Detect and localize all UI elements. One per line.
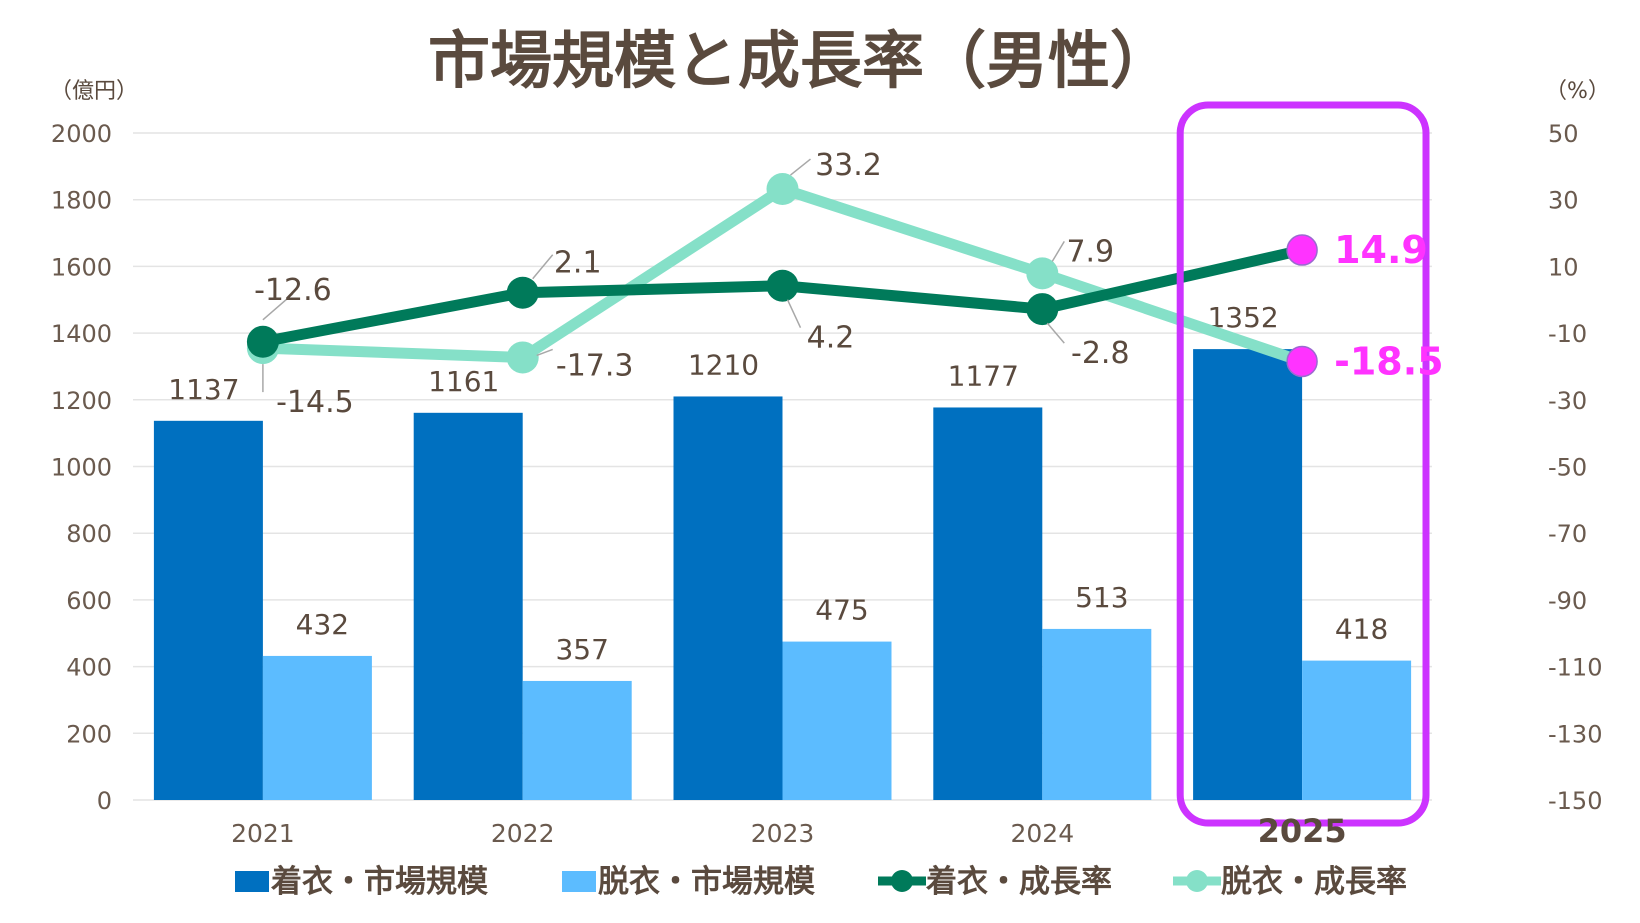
label-leader-line xyxy=(786,299,802,329)
x-tick-label: 2021 xyxy=(231,819,295,848)
legend-swatch xyxy=(562,871,596,892)
bar-datsui xyxy=(1042,628,1152,800)
right-tick-label: -50 xyxy=(1548,454,1587,482)
left-tick-label: 800 xyxy=(66,520,112,548)
right-tick-label: -30 xyxy=(1548,387,1587,415)
right-tick-label: -10 xyxy=(1548,320,1587,348)
left-tick-label: 2000 xyxy=(51,120,112,148)
label-leader-line xyxy=(1051,241,1065,262)
line-data-label: -14.5 xyxy=(276,385,354,420)
line-data-label: 33.2 xyxy=(815,148,882,183)
highlight-point xyxy=(1286,234,1318,266)
highlight-line-label: -18.5 xyxy=(1334,339,1444,383)
bar-chakui xyxy=(673,396,783,800)
highlight-point xyxy=(1286,345,1318,378)
chart-title: 市場規模と成長率（男性） xyxy=(428,24,1172,97)
right-tick-label: 10 xyxy=(1548,253,1579,281)
label-leader-line xyxy=(1046,322,1065,344)
left-tick-label: 1800 xyxy=(51,187,112,215)
left-tick-label: 1000 xyxy=(51,454,112,482)
legend-label: 脱衣・市場規模 xyxy=(598,864,815,900)
bar-data-label: 1161 xyxy=(428,365,499,398)
line-data-label: 2.1 xyxy=(554,246,602,281)
left-tick-label: 1600 xyxy=(51,253,112,281)
legend: 着衣・市場規模 脱衣・市場規模 着衣・成長率 脱衣・成長率 xyxy=(235,864,1407,900)
label-leader-line xyxy=(262,293,294,321)
x-tick-label: 2025 xyxy=(1258,812,1347,850)
highlight-layer: 14.9 -18.5 xyxy=(1176,101,1444,827)
series-point xyxy=(246,325,279,358)
left-tick-label: 1200 xyxy=(51,387,112,415)
right-tick-label: -110 xyxy=(1548,654,1602,682)
x-tick-label: 2022 xyxy=(491,819,555,848)
bar-data-label: 432 xyxy=(296,608,349,641)
bar-data-label: 475 xyxy=(815,594,868,627)
legend-label: 脱衣・成長率 xyxy=(1221,864,1407,900)
bar-chakui xyxy=(153,420,263,800)
right-tick-label: 50 xyxy=(1548,120,1579,148)
x-axis-ticks: 2021 2022 2023 2024 2025 xyxy=(231,812,1347,850)
right-axis-ticks: -150 -130 -110 -90 -70 -50 -30 -10 10 30 50 xyxy=(1548,120,1602,815)
bar-datsui xyxy=(1302,660,1412,800)
left-tick-label: 600 xyxy=(66,587,112,615)
right-tick-label: 30 xyxy=(1548,187,1579,215)
series-point xyxy=(766,269,799,302)
bar-datsui xyxy=(782,641,892,800)
legend-marker xyxy=(891,870,913,892)
bar-data-label: 1137 xyxy=(168,373,239,406)
label-leader-line xyxy=(532,254,554,280)
line-data-label: 4.2 xyxy=(807,321,855,356)
bar-data-label: 418 xyxy=(1335,613,1388,646)
bar-data-label: 357 xyxy=(555,633,608,666)
line-data-label: -2.8 xyxy=(1071,336,1130,371)
left-tick-label: 0 xyxy=(97,787,112,815)
series-point xyxy=(766,173,799,206)
left-tick-label: 400 xyxy=(66,654,112,682)
bar-datsui xyxy=(522,680,632,800)
right-tick-label: -130 xyxy=(1548,720,1602,748)
legend-marker xyxy=(1186,870,1208,892)
highlight-line-label: 14.9 xyxy=(1334,228,1428,272)
bar-datsui xyxy=(262,655,372,800)
bar-chakui xyxy=(1193,349,1303,800)
line-data-label: 7.9 xyxy=(1066,234,1114,269)
left-tick-label: 1400 xyxy=(51,320,112,348)
line-layer: -12.6 2.1 4.2 -2.8 -14.5 -17.3 33.2 7.9 xyxy=(246,148,1308,420)
left-tick-label: 200 xyxy=(66,720,112,748)
line-data-label: -17.3 xyxy=(556,348,634,383)
left-axis-unit: （億円） xyxy=(50,79,138,104)
bar-chakui xyxy=(413,412,523,800)
right-tick-label: -90 xyxy=(1548,587,1587,615)
legend-swatch xyxy=(235,871,269,892)
series-point xyxy=(1026,293,1059,326)
label-leader-line xyxy=(536,348,553,357)
bar-data-label: 1210 xyxy=(688,348,759,381)
bar-data-label: 513 xyxy=(1075,581,1128,614)
bar-data-label: 1177 xyxy=(948,359,1019,392)
legend-label: 着衣・成長率 xyxy=(925,864,1112,900)
right-axis-unit: （%） xyxy=(1545,79,1610,104)
series-point xyxy=(506,341,539,374)
series-point xyxy=(1026,257,1059,290)
line-data-label: -12.6 xyxy=(254,273,332,308)
right-tick-label: -150 xyxy=(1548,787,1602,815)
label-leader-line xyxy=(790,158,811,176)
legend-label: 着衣・市場規模 xyxy=(270,864,488,900)
x-tick-label: 2024 xyxy=(1010,819,1074,848)
right-tick-label: -70 xyxy=(1548,520,1587,548)
left-axis-ticks: 0 200 400 600 800 1000 1200 1400 1600 1800 2000 xyxy=(51,120,112,815)
x-tick-label: 2023 xyxy=(751,819,815,848)
highlight-box xyxy=(1176,101,1430,827)
bar-chakui xyxy=(933,407,1043,800)
series-point xyxy=(506,276,539,309)
